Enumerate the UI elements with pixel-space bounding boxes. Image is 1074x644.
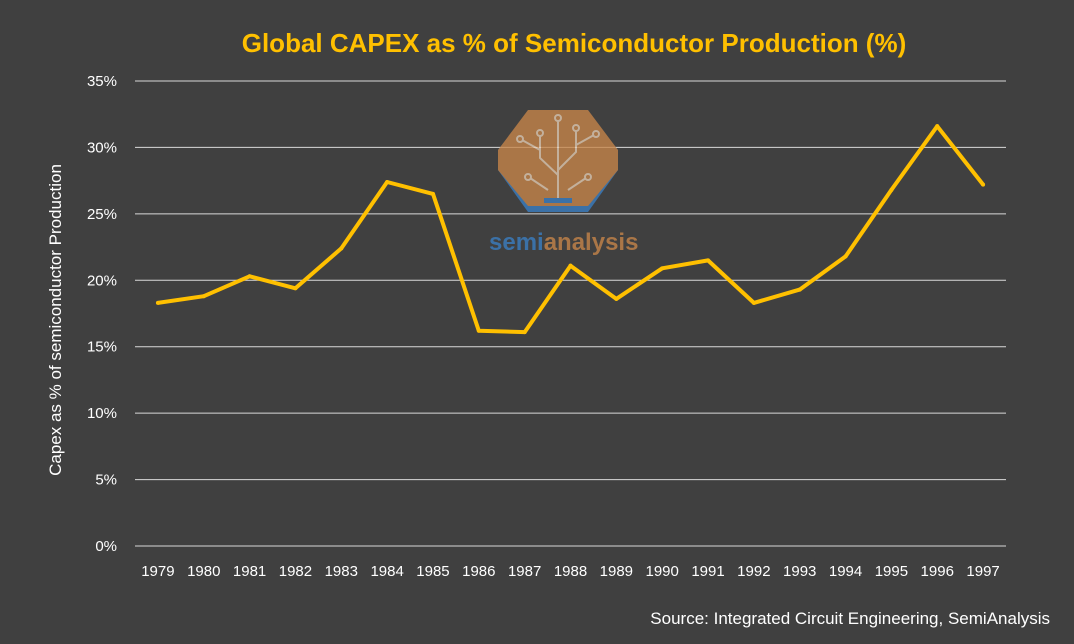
data-point — [247, 274, 252, 279]
semianalysis-watermark-logo: semianalysis — [489, 110, 638, 256]
watermark-analysis: analysis — [544, 229, 639, 256]
x-tick-label: 1986 — [462, 563, 495, 580]
data-point — [385, 179, 390, 184]
y-tick-label: 15% — [87, 339, 117, 356]
x-tick-label: 1981 — [233, 563, 266, 580]
data-point — [981, 182, 986, 187]
x-tick-label: 1997 — [966, 563, 999, 580]
x-tick-label: 1982 — [279, 563, 312, 580]
x-tick-label: 1985 — [416, 563, 449, 580]
data-points — [155, 124, 986, 335]
x-tick-label: 1993 — [783, 563, 816, 580]
x-tick-label: 1980 — [187, 563, 220, 580]
y-tick-label: 25% — [87, 206, 117, 223]
x-tick-label: 1990 — [645, 563, 678, 580]
x-tick-label: 1979 — [141, 563, 174, 580]
data-point — [935, 124, 940, 129]
data-point — [522, 330, 527, 335]
x-tick-label: 1994 — [829, 563, 862, 580]
data-point — [889, 187, 894, 192]
source-note: Source: Integrated Circuit Engineering, … — [650, 609, 1050, 628]
data-point — [568, 263, 573, 268]
data-point — [751, 300, 756, 305]
x-tick-label: 1991 — [691, 563, 724, 580]
x-tick-label: 1992 — [737, 563, 770, 580]
y-tick-label: 35% — [87, 73, 117, 90]
watermark-text: semianalysis — [489, 229, 638, 256]
y-tick-label: 30% — [87, 139, 117, 156]
x-tick-label: 1988 — [554, 563, 587, 580]
x-tick-label: 1989 — [600, 563, 633, 580]
data-point — [430, 191, 435, 196]
data-point — [706, 258, 711, 263]
data-point — [660, 266, 665, 271]
logo-base-bar — [544, 198, 572, 203]
x-tick-labels: 1979 1980 1981 1982 1983 1984 1985 1986 1987 1988… — [141, 563, 1000, 580]
data-point — [201, 294, 206, 299]
circuit-tree-icon — [516, 114, 600, 200]
data-point — [155, 300, 160, 305]
data-point — [293, 286, 298, 291]
data-point — [797, 287, 802, 292]
x-tick-label: 1995 — [875, 563, 908, 580]
y-tick-labels: 0% 5% 10% 15% 20% 25% 30% 35% — [87, 73, 117, 555]
x-tick-label: 1996 — [921, 563, 954, 580]
data-point — [476, 328, 481, 333]
y-axis-label: Capex as % of semiconductor Production — [46, 164, 65, 476]
data-point — [339, 246, 344, 251]
chart-title: Global CAPEX as % of Semiconductor Produ… — [242, 28, 907, 58]
data-point — [614, 296, 619, 301]
y-tick-label: 20% — [87, 272, 117, 289]
x-tick-label: 1987 — [508, 563, 541, 580]
y-tick-label: 0% — [95, 538, 117, 555]
y-tick-label: 10% — [87, 405, 117, 422]
data-point — [843, 254, 848, 259]
y-tick-label: 5% — [95, 472, 117, 489]
watermark-semi: semi — [489, 229, 544, 256]
x-tick-label: 1984 — [370, 563, 403, 580]
gridlines — [135, 80, 1006, 547]
x-tick-label: 1983 — [325, 563, 358, 580]
